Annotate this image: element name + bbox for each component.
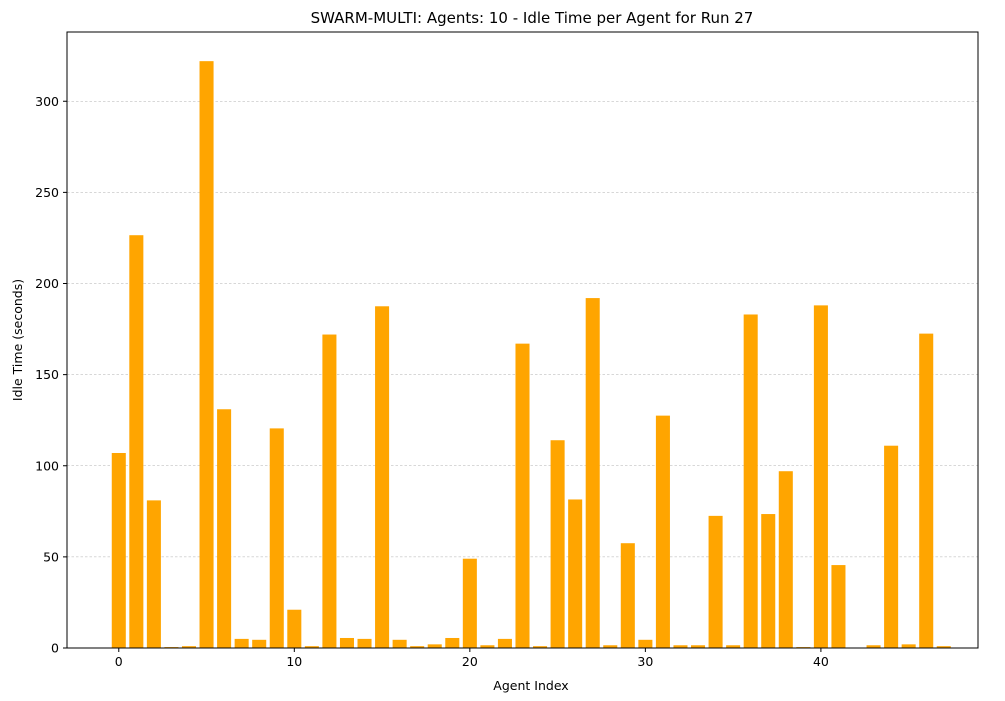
bar: [673, 645, 688, 648]
bar: [375, 306, 390, 648]
y-axis-label: Idle Time (seconds): [10, 279, 25, 401]
bar: [866, 645, 881, 648]
bars: [111, 61, 951, 649]
y-ticks: 0 50 100 150 200 250 300: [35, 94, 67, 656]
bar: [515, 343, 530, 648]
y-tick-label: 150: [35, 367, 59, 382]
x-tick-label: 30: [637, 654, 653, 669]
bar: [252, 639, 267, 648]
y-tick-label: 50: [43, 549, 59, 564]
bar: [287, 609, 302, 648]
bar: [410, 646, 425, 648]
bar: [831, 565, 846, 648]
bar: [462, 558, 477, 648]
bar: [919, 333, 934, 648]
bar: [339, 637, 354, 648]
bar: [480, 645, 495, 648]
bar: [726, 645, 741, 648]
x-ticks: 0 10 20 30 40: [115, 648, 829, 669]
bar: [568, 499, 583, 648]
x-axis-label: Agent Index: [493, 678, 568, 693]
bar: [585, 298, 600, 648]
bar: [181, 646, 197, 648]
bar: [234, 638, 249, 648]
bar: [427, 644, 442, 648]
bar: [322, 334, 337, 648]
x-tick-label: 10: [286, 654, 302, 669]
y-tick-label: 100: [35, 458, 59, 473]
bar: [199, 61, 214, 648]
chart-title: SWARM-MULTI: Agents: 10 - Idle Time per …: [311, 9, 754, 27]
y-tick-label: 250: [35, 185, 59, 200]
x-tick-label: 40: [813, 654, 829, 669]
bar: [111, 452, 126, 648]
bar: [533, 646, 548, 648]
plot-frame: [66, 31, 979, 649]
bar: [901, 644, 916, 648]
bar: [129, 235, 144, 649]
bar: [743, 314, 758, 648]
bar: [217, 409, 232, 648]
bar: [778, 471, 793, 648]
x-tick-label: 20: [462, 654, 478, 669]
bar: [304, 646, 319, 648]
bar: [638, 639, 653, 648]
bar: [550, 440, 565, 648]
bar: [936, 646, 951, 648]
bar: [146, 500, 161, 648]
bar: [357, 638, 372, 648]
bar: [655, 415, 670, 648]
bar: [603, 645, 618, 648]
y-tick-label: 0: [51, 641, 59, 656]
bar: [691, 645, 706, 648]
bar: [497, 638, 512, 648]
bar: [269, 428, 284, 648]
bar: [708, 515, 723, 648]
bar: [761, 514, 776, 648]
y-tick-label: 200: [35, 276, 59, 291]
bar: [392, 639, 407, 648]
x-tick-label: 0: [115, 654, 123, 669]
y-tick-label: 300: [35, 94, 59, 109]
bar: [445, 637, 460, 648]
bar: [884, 445, 899, 648]
bar: [813, 305, 828, 648]
bar: [620, 543, 635, 648]
